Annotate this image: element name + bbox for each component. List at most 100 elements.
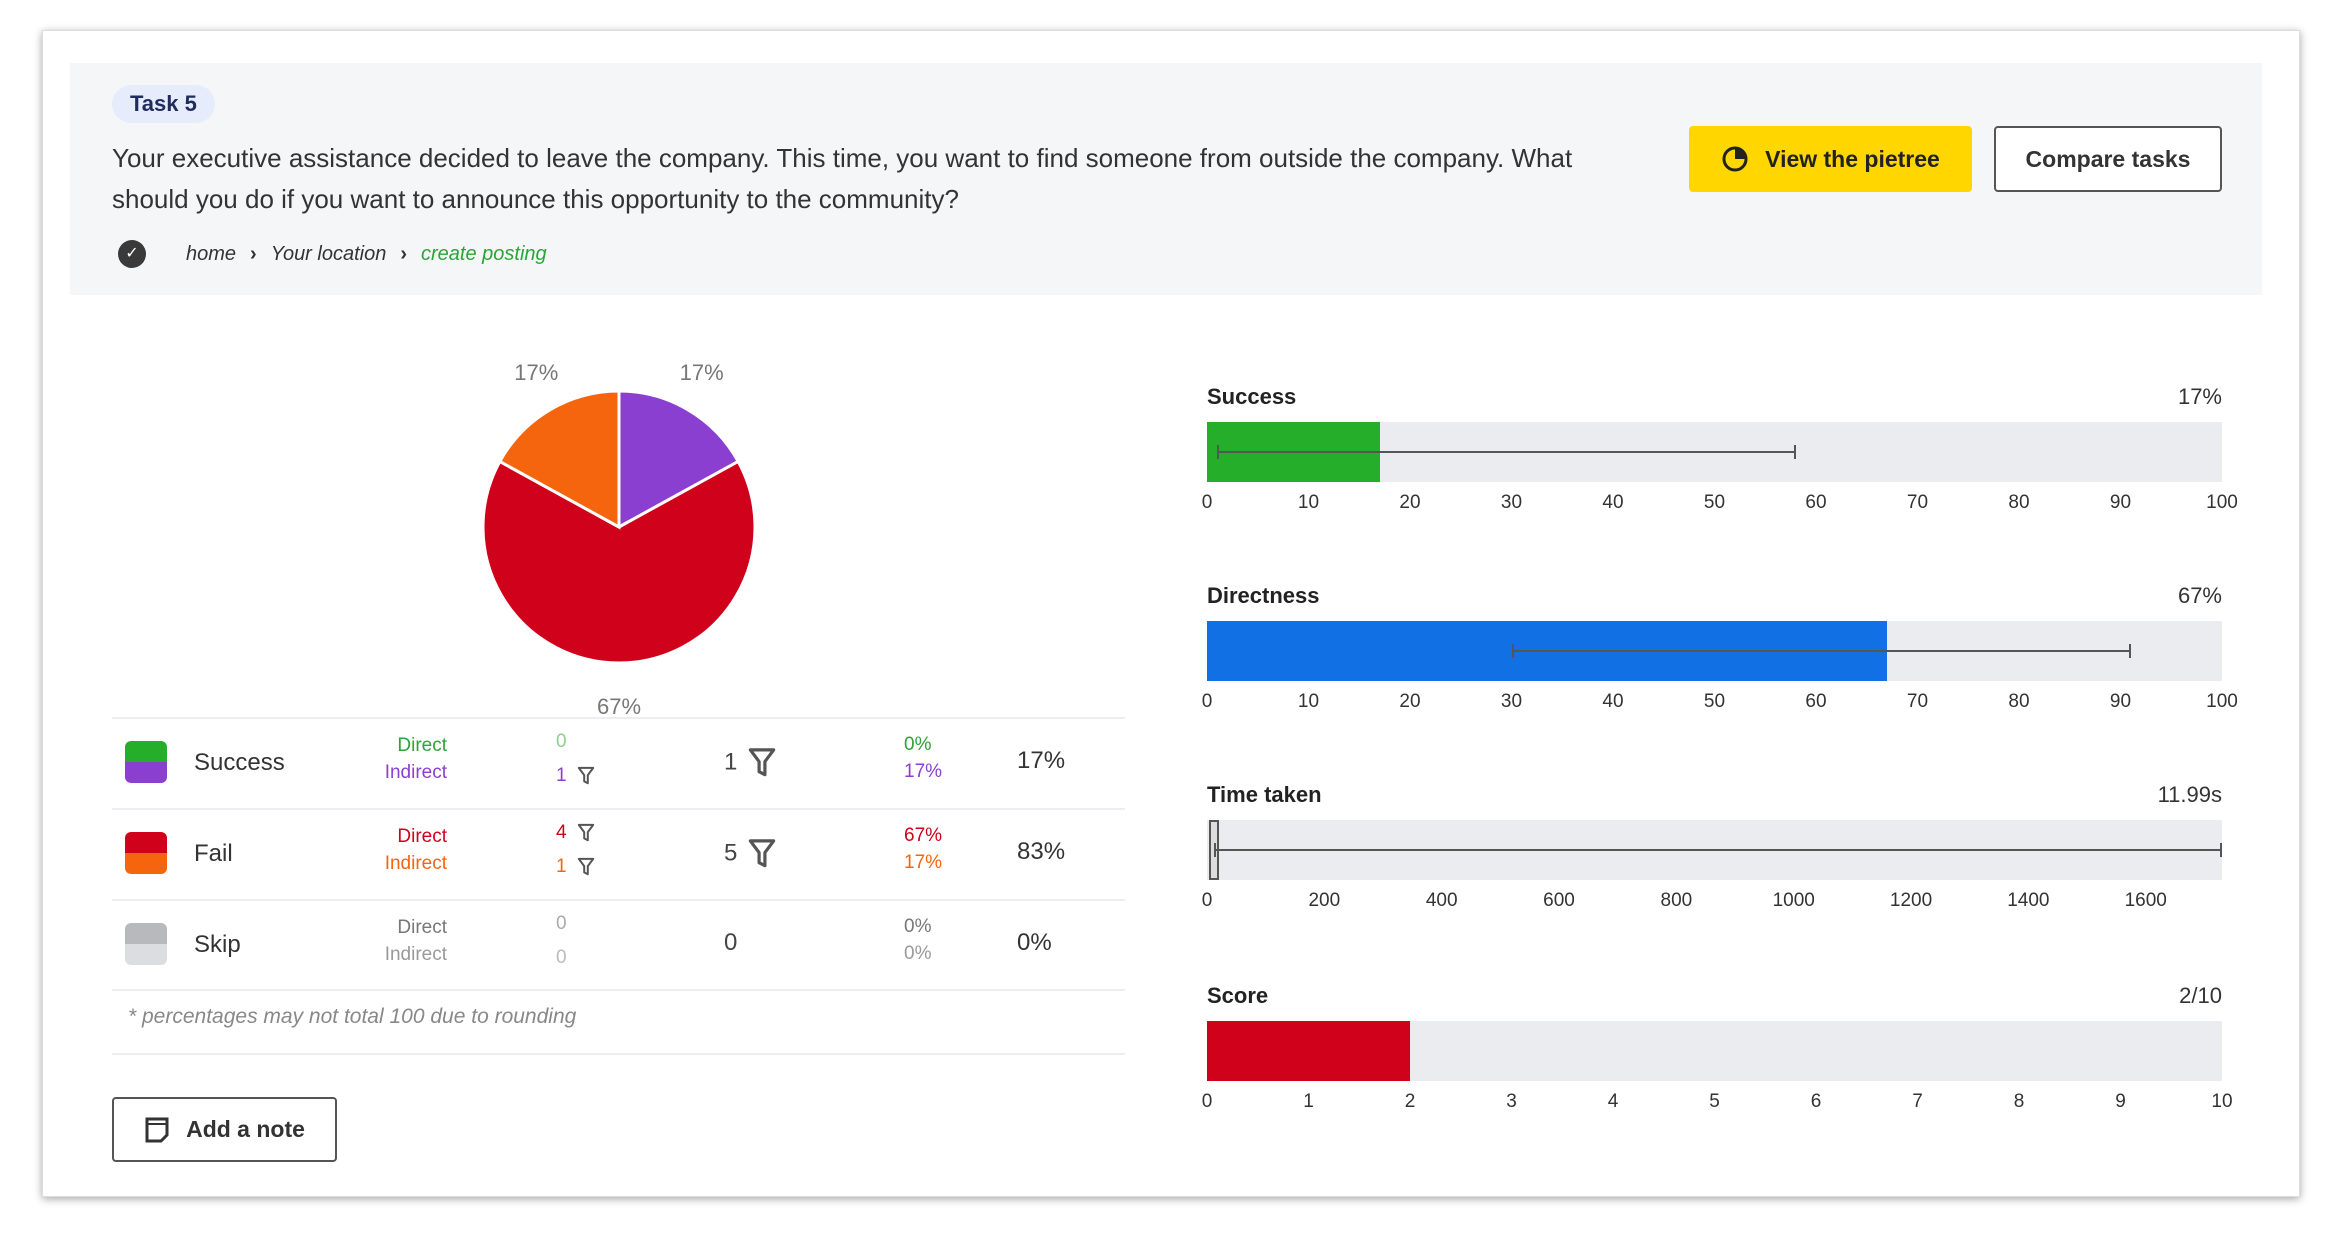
view-pietree-label: View the pietree xyxy=(1765,145,1940,172)
filter-icon[interactable] xyxy=(577,857,595,877)
result-row-fail: Fail Direct Indirect 4 1 5 67% 17% 83% xyxy=(112,808,1125,899)
direct-count-value: 0 xyxy=(556,913,567,934)
axis-tick-label: 100 xyxy=(2206,691,2238,712)
axis-tick-label: 0 xyxy=(1201,1091,1213,1112)
direct-count: 4 xyxy=(556,822,595,844)
task-question: Your executive assistance decided to lea… xyxy=(112,143,1573,214)
axis-tick-label: 10 xyxy=(1297,492,1320,513)
metric-title: Success xyxy=(1207,384,1297,409)
axis-tick-label: 100 xyxy=(2206,492,2238,513)
divider xyxy=(112,989,1125,991)
metric-value: 17% xyxy=(2177,384,2222,409)
metric-range-whisker xyxy=(1214,843,2222,857)
pie-slice-label: 17% xyxy=(514,359,559,385)
axis-tick-label: 4 xyxy=(1607,1091,1619,1112)
axis-tick-label: 80 xyxy=(2008,691,2030,712)
axis-tick-label: 50 xyxy=(1703,691,1726,712)
color-swatch xyxy=(125,741,167,783)
metric-bar-fill xyxy=(1207,1021,1410,1081)
direct-label: Direct xyxy=(397,826,447,847)
indirect-label: Indirect xyxy=(384,944,447,965)
filter-icon[interactable] xyxy=(747,838,777,870)
filter-icon[interactable] xyxy=(747,747,777,779)
filter-icon[interactable] xyxy=(577,823,595,843)
axis-tick-label: 60 xyxy=(1805,691,1827,712)
indirect-label: Indirect xyxy=(384,853,447,874)
metric-range-whisker xyxy=(1217,445,1796,459)
axis-tick-label: 90 xyxy=(2109,492,2132,513)
breadcrumb-item-correct: create posting xyxy=(421,242,547,265)
metric-axis: 0 10 20 30 40 50 60 70 80 90 100 xyxy=(1202,492,2238,516)
indirect-percent: 17% xyxy=(904,852,943,873)
direct-label: Direct xyxy=(397,917,447,938)
add-note-button[interactable]: Add a note xyxy=(112,1097,337,1162)
pie-slice[interactable] xyxy=(497,389,621,530)
axis-tick-label: 3 xyxy=(1506,1091,1517,1112)
metric-bar-track xyxy=(1207,1021,2222,1081)
filter-icon[interactable] xyxy=(577,766,595,786)
axis-tick-label: 600 xyxy=(1543,890,1575,911)
axis-tick-label: 50 xyxy=(1703,492,1726,513)
task-badge: Task 5 xyxy=(112,85,215,123)
axis-tick-label: 30 xyxy=(1500,691,1523,712)
breadcrumb-item: home xyxy=(186,242,237,265)
add-note-label: Add a note xyxy=(186,1116,305,1142)
pie-slice[interactable] xyxy=(617,389,741,530)
divider xyxy=(112,1053,1125,1055)
metric-value: 11.99s xyxy=(2157,782,2222,807)
axis-tick-label: 200 xyxy=(1308,890,1341,911)
total-count-value: 1 xyxy=(724,748,738,776)
result-name: Fail xyxy=(194,840,233,867)
check-circle-icon: ✓ xyxy=(118,240,146,268)
axis-tick-label: 0 xyxy=(1201,890,1213,911)
axis-tick-label: 20 xyxy=(1399,691,1421,712)
indirect-count-value: 1 xyxy=(556,856,567,877)
axis-tick-label: 10 xyxy=(2211,1091,2233,1112)
chevron-right-icon: › xyxy=(250,242,257,265)
view-pietree-button[interactable]: View the pietree xyxy=(1689,126,1972,192)
result-row-success: Success Direct Indirect 0 1 1 0% 17% 17% xyxy=(112,717,1125,808)
axis-tick-label: 80 xyxy=(2008,492,2030,513)
indirect-percent: 17% xyxy=(904,761,943,782)
total-percent: 17% xyxy=(1017,747,1066,774)
axis-tick-label: 20 xyxy=(1399,492,1421,513)
axis-tick-label: 6 xyxy=(1810,1091,1822,1112)
metric-bar-track xyxy=(1207,422,2222,482)
color-swatch xyxy=(125,923,167,965)
axis-tick-label: 40 xyxy=(1602,492,1624,513)
axis-tick-label: 8 xyxy=(2013,1091,2025,1112)
metric-axis: 0 200 400 600 800 1000 1200 1400 1600 xyxy=(1202,890,2222,914)
metric-title: Directness xyxy=(1207,583,1320,608)
metric-bar-track xyxy=(1207,820,2222,880)
total-count-value: 5 xyxy=(724,839,738,867)
axis-tick-label: 800 xyxy=(1660,890,1693,911)
direct-count-value: 4 xyxy=(556,822,567,843)
direct-count: 0 xyxy=(556,731,567,753)
total-count-value: 0 xyxy=(724,929,738,956)
axis-tick-label: 400 xyxy=(1425,890,1458,911)
direct-percent: 0% xyxy=(904,916,932,937)
result-name: Skip xyxy=(194,931,241,958)
indirect-count: 0 xyxy=(556,947,567,969)
pietree-icon xyxy=(1722,146,1748,172)
total-percent: 83% xyxy=(1017,838,1066,865)
pie-slice[interactable] xyxy=(481,459,757,665)
pie-slice-label: 17% xyxy=(679,359,724,385)
pie-slice-label: 67% xyxy=(596,694,642,719)
axis-tick-label: 30 xyxy=(1500,492,1523,513)
chevron-right-icon: › xyxy=(400,242,408,265)
axis-tick-label: 0 xyxy=(1201,691,1213,712)
pie-chart xyxy=(481,389,757,665)
compare-tasks-button[interactable]: Compare tasks xyxy=(1994,126,2222,192)
direct-label: Direct xyxy=(397,735,447,756)
metric-value: 2/10 xyxy=(2179,983,2222,1008)
axis-tick-label: 1200 xyxy=(1889,890,1933,911)
axis-tick-label: 1 xyxy=(1303,1091,1314,1112)
breadcrumb-item: Your location xyxy=(270,242,387,265)
total-percent: 0% xyxy=(1017,929,1052,956)
indirect-count: 1 xyxy=(556,765,595,787)
axis-tick-label: 1000 xyxy=(1772,890,1815,911)
result-row-skip: Skip Direct Indirect 0 0 0 0% 0% 0% xyxy=(112,899,1125,990)
axis-tick-label: 60 xyxy=(1805,492,1827,513)
metric-value: 67% xyxy=(2177,583,2222,608)
